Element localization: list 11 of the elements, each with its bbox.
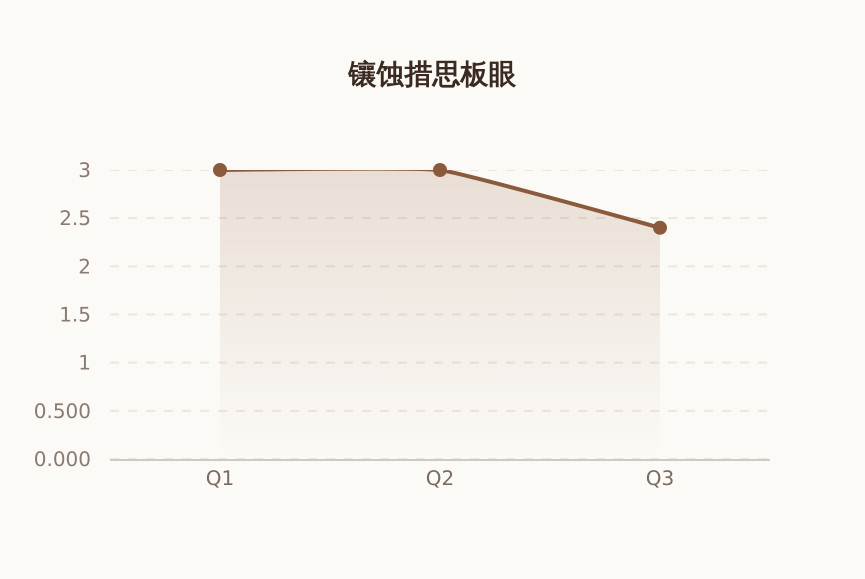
y-tick-label: 1 bbox=[78, 350, 91, 375]
y-tick-label: 0.000 bbox=[34, 447, 91, 471]
y-tick-label: 1.5 bbox=[59, 302, 91, 326]
x-tick-label: Q2 bbox=[426, 466, 454, 490]
y-tick-label: 2 bbox=[78, 254, 91, 278]
x-tick-label: Q3 bbox=[646, 466, 674, 490]
chart-title: 镶蚀措思板眼 bbox=[348, 57, 516, 90]
y-tick-label: 3 bbox=[78, 158, 91, 182]
x-tick-label: Q1 bbox=[206, 466, 234, 490]
y-tick-label: 2.5 bbox=[59, 206, 91, 230]
y-tick-label: 0.500 bbox=[34, 398, 91, 423]
